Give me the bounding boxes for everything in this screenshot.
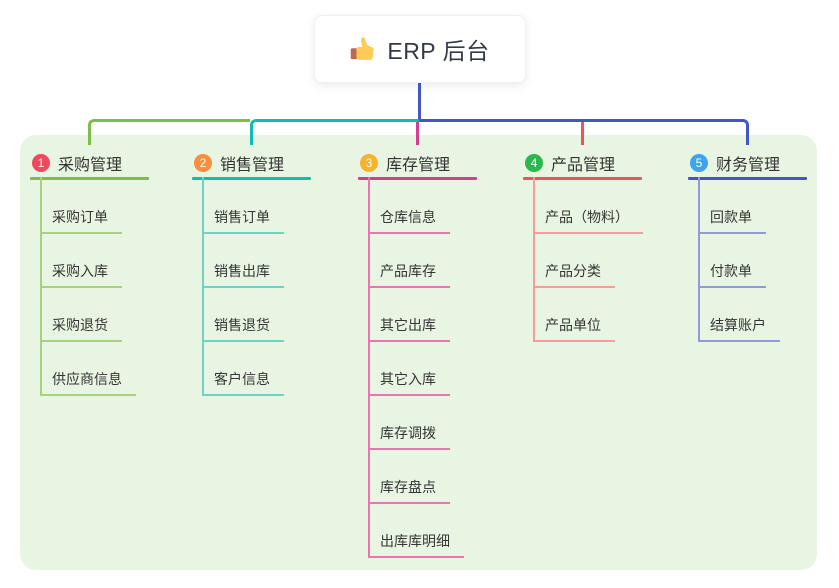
child-label: 销售出库 (214, 263, 270, 279)
branch-children: 采购订单采购入库采购退货供应商信息 (30, 177, 149, 396)
child-label: 结算账户 (710, 317, 766, 333)
child-node[interactable]: 仓库信息 (368, 180, 450, 234)
child-label: 出库库明细 (380, 533, 450, 549)
branch-node-4[interactable]: 4 产品管理 (523, 148, 642, 177)
branch-underline (358, 177, 477, 180)
child-label: 库存调拨 (380, 425, 436, 441)
branch-label: 销售管理 (220, 156, 285, 174)
branch-label: 财务管理 (716, 156, 781, 174)
child-label: 其它入库 (380, 371, 436, 387)
thumbs-up-icon (350, 36, 376, 62)
branch-badge: 3 (360, 153, 378, 172)
child-label: 产品库存 (380, 263, 436, 279)
children-connector-line (533, 177, 535, 342)
child-node[interactable]: 付款单 (698, 234, 766, 288)
children-connector-line (40, 177, 42, 396)
root-node[interactable]: ERP 后台 (314, 15, 526, 83)
branch-5: 5 财务管理回款单付款单结算账户 (688, 148, 807, 342)
branch-label: 库存管理 (386, 156, 451, 174)
branch-1: 1 采购管理采购订单采购入库采购退货供应商信息 (30, 148, 149, 396)
connector-branch5 (419, 119, 749, 145)
branch-children: 仓库信息产品库存其它出库其它入库库存调拨库存盘点出库库明细 (358, 177, 477, 558)
connector-branch1 (88, 119, 250, 145)
child-label: 产品单位 (545, 317, 601, 333)
child-node[interactable]: 采购退货 (40, 288, 122, 342)
child-node[interactable]: 回款单 (698, 180, 766, 234)
child-node[interactable]: 结算账户 (698, 288, 780, 342)
child-label: 库存盘点 (380, 479, 436, 495)
branch-children: 产品（物料） 产品分类产品单位 (523, 177, 643, 342)
child-label: 产品分类 (545, 263, 601, 279)
branch-underline (523, 177, 642, 180)
child-label: 仓库信息 (380, 209, 436, 225)
child-node[interactable]: 其它入库 (368, 342, 450, 396)
child-label: 销售订单 (214, 209, 270, 225)
child-label: 回款单 (710, 209, 752, 225)
child-node[interactable]: 产品单位 (533, 288, 615, 342)
children-connector-line (368, 177, 370, 558)
branch-underline (688, 177, 807, 180)
branch-badge: 5 (690, 153, 708, 172)
connector-branch2 (250, 119, 419, 145)
children-connector-line (202, 177, 204, 396)
child-node[interactable]: 采购入库 (40, 234, 122, 288)
child-node[interactable]: 客户信息 (202, 342, 284, 396)
child-node[interactable]: 库存调拨 (368, 396, 450, 450)
child-node[interactable]: 供应商信息 (40, 342, 136, 396)
child-node[interactable]: 产品库存 (368, 234, 450, 288)
child-node[interactable]: 销售订单 (202, 180, 284, 234)
connector-branch4 (581, 122, 584, 145)
child-label: 客户信息 (214, 371, 270, 387)
branch-2: 2 销售管理销售订单销售出库销售退货客户信息 (192, 148, 311, 396)
child-label: 销售退货 (214, 317, 270, 333)
root-label: ERP 后台 (387, 38, 490, 64)
mindmap-background-panel (20, 135, 817, 570)
child-label: 产品（物料） (545, 209, 629, 225)
child-node[interactable]: 销售退货 (202, 288, 284, 342)
branch-4: 4 产品管理产品（物料） 产品分类产品单位 (523, 148, 643, 342)
branch-3: 3 库存管理仓库信息产品库存其它出库其它入库库存调拨库存盘点出库库明细 (358, 148, 477, 558)
branch-node-3[interactable]: 3 库存管理 (358, 148, 477, 177)
child-node[interactable]: 产品分类 (533, 234, 615, 288)
branch-badge: 1 (32, 153, 50, 172)
child-label: 付款单 (710, 263, 752, 279)
child-label: 采购入库 (52, 263, 108, 279)
child-node[interactable]: 采购订单 (40, 180, 122, 234)
child-node[interactable]: 其它出库 (368, 288, 450, 342)
connector-trunk (418, 83, 421, 122)
child-label: 供应商信息 (52, 371, 122, 387)
branch-children: 回款单付款单结算账户 (688, 177, 807, 342)
connector-branch3 (416, 122, 419, 145)
child-node[interactable]: 销售出库 (202, 234, 284, 288)
branch-label: 采购管理 (58, 156, 123, 174)
branch-node-2[interactable]: 2 销售管理 (192, 148, 311, 177)
child-node[interactable]: 产品（物料） (533, 180, 643, 234)
branch-label: 产品管理 (551, 156, 616, 174)
child-label: 采购订单 (52, 209, 108, 225)
child-node[interactable]: 库存盘点 (368, 450, 450, 504)
branch-underline (30, 177, 149, 180)
child-label: 采购退货 (52, 317, 108, 333)
branch-children: 销售订单销售出库销售退货客户信息 (192, 177, 311, 396)
children-connector-line (698, 177, 700, 342)
branch-node-1[interactable]: 1 采购管理 (30, 148, 149, 177)
branch-underline (192, 177, 311, 180)
branch-badge: 4 (525, 153, 543, 172)
child-node[interactable]: 出库库明细 (368, 504, 464, 558)
branch-badge: 2 (194, 153, 212, 172)
child-label: 其它出库 (380, 317, 436, 333)
branch-node-5[interactable]: 5 财务管理 (688, 148, 807, 177)
